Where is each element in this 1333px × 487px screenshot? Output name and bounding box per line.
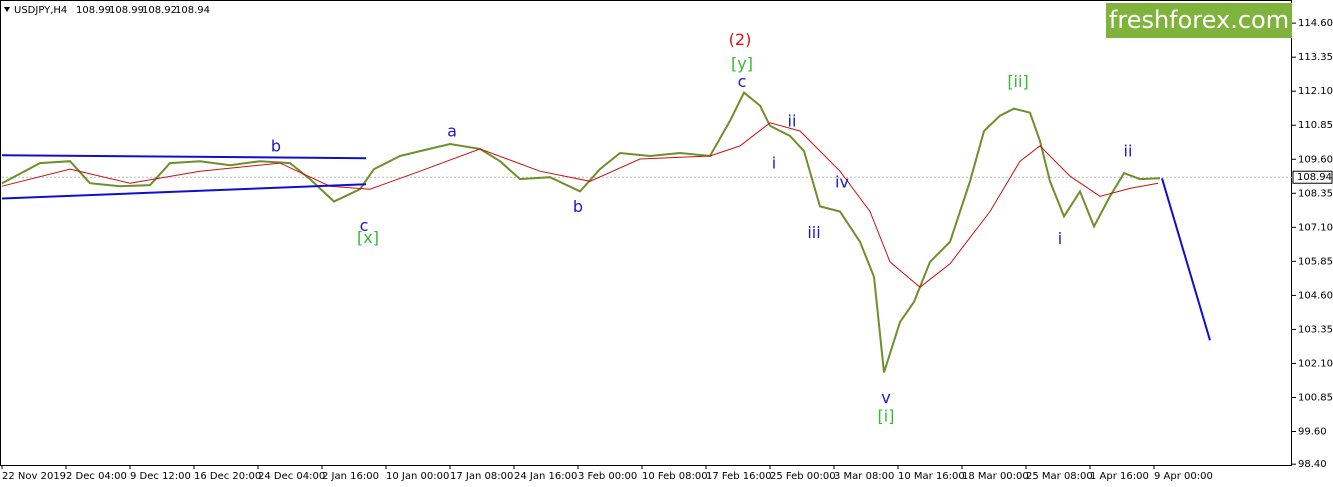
wave-label: b bbox=[271, 137, 281, 156]
ohlc-value: 108.99 bbox=[76, 5, 111, 16]
y-tick-label: 100.85 bbox=[1298, 392, 1333, 403]
x-tick-label: 3 Mar 08:00 bbox=[834, 471, 894, 482]
x-tick-label: 18 Mar 00:00 bbox=[962, 471, 1029, 482]
series-line bbox=[1, 122, 1159, 288]
y-tick-label: 107.10 bbox=[1298, 222, 1333, 233]
y-tick-label: 114.60 bbox=[1298, 18, 1333, 29]
x-tick-label: 25 Feb 00:00 bbox=[770, 471, 836, 482]
series-line bbox=[1, 154, 367, 160]
x-tick-label: 24 Dec 04:00 bbox=[258, 471, 325, 482]
wave-label: i bbox=[772, 154, 776, 173]
wave-label: [ii] bbox=[1007, 72, 1028, 91]
y-tick-label: 109.60 bbox=[1298, 154, 1333, 165]
x-tick-label: 1 Apr 16:00 bbox=[1090, 471, 1149, 482]
x-tick-label: 10 Jan 00:00 bbox=[386, 471, 449, 482]
y-tick-label: 104.60 bbox=[1298, 290, 1333, 301]
y-tick-label: 113.35 bbox=[1298, 52, 1333, 63]
wave-label: (2) bbox=[729, 30, 752, 49]
ohlc-value: 108.99 bbox=[109, 5, 144, 16]
current-price-label: 108.94 bbox=[1297, 172, 1332, 183]
y-tick-label: 99.60 bbox=[1298, 427, 1327, 438]
x-tick-label: 17 Feb 16:00 bbox=[706, 471, 772, 482]
x-tick-label: 16 Dec 20:00 bbox=[194, 471, 261, 482]
series-line bbox=[1, 91, 1161, 373]
x-tick-label: 2 Dec 04:00 bbox=[66, 471, 127, 482]
wave-label: a bbox=[447, 121, 457, 140]
plot-frame bbox=[0, 0, 1292, 466]
wave-label: [y] bbox=[731, 54, 753, 73]
x-tick-label: 17 Jan 08:00 bbox=[450, 471, 513, 482]
price-box bbox=[1292, 170, 1333, 184]
symbol: USDJPY,H4 bbox=[14, 5, 67, 16]
wave-label: iii bbox=[807, 223, 820, 242]
wave-label: ii bbox=[788, 111, 797, 130]
y-tick-label: 110.85 bbox=[1298, 120, 1333, 131]
y-tick-label: 112.10 bbox=[1298, 86, 1333, 97]
logo-box bbox=[1106, 3, 1292, 38]
y-tick-label: 108.35 bbox=[1298, 188, 1333, 199]
x-tick-label: 9 Apr 00:00 bbox=[1154, 471, 1213, 482]
x-tick-label: 24 Jan 16:00 bbox=[514, 471, 577, 482]
wave-label: c bbox=[738, 72, 747, 91]
logo: freshforex.com bbox=[1109, 6, 1289, 34]
wave-label: [x] bbox=[357, 228, 379, 247]
x-tick-label: 3 Feb 00:00 bbox=[578, 471, 637, 482]
series-line bbox=[1161, 178, 1211, 341]
x-tick-label: 9 Dec 12:00 bbox=[130, 471, 191, 482]
wave-label: c bbox=[360, 216, 369, 235]
ohlc-value: 108.92 bbox=[142, 5, 177, 16]
series-line bbox=[1, 183, 367, 200]
wave-label: [i] bbox=[878, 406, 895, 425]
x-tick-label: 10 Feb 08:00 bbox=[642, 471, 708, 482]
x-tick-label: 10 Mar 16:00 bbox=[898, 471, 965, 482]
y-tick-label: 103.35 bbox=[1298, 324, 1333, 335]
x-tick-label: 2 Jan 16:00 bbox=[322, 471, 379, 482]
wave-label: b bbox=[573, 197, 583, 216]
header-arrow bbox=[4, 7, 10, 12]
ohlc-value: 108.94 bbox=[175, 5, 210, 16]
x-tick-label: 22 Nov 2019 bbox=[2, 471, 66, 482]
y-tick-label: 102.10 bbox=[1298, 358, 1333, 369]
y-tick-label: 105.85 bbox=[1298, 256, 1333, 267]
y-tick-label: 98.40 bbox=[1298, 459, 1327, 470]
wave-label: i bbox=[1058, 229, 1062, 248]
wave-label: v bbox=[881, 388, 890, 407]
wave-label: iv bbox=[835, 173, 849, 192]
x-tick-label: 25 Mar 08:00 bbox=[1026, 471, 1093, 482]
wave-label: ii bbox=[1124, 141, 1133, 160]
